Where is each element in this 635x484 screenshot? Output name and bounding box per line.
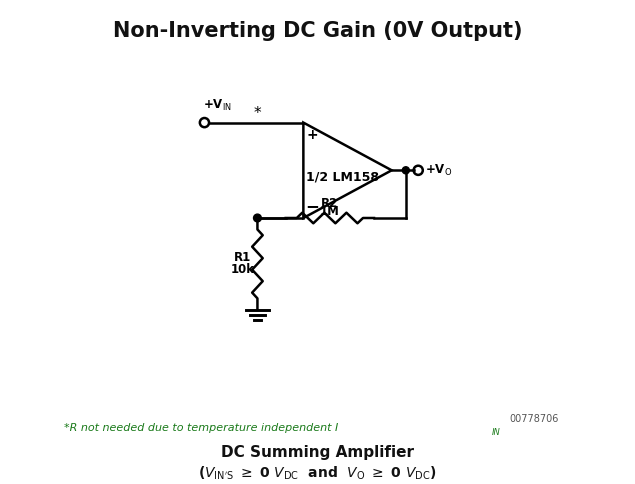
Text: +V$_{\mathsf{IN}}$: +V$_{\mathsf{IN}}$: [203, 98, 231, 113]
Text: *: *: [253, 106, 261, 121]
Text: R2: R2: [321, 197, 338, 210]
Text: +V$_{\mathsf{O}}$: +V$_{\mathsf{O}}$: [425, 163, 453, 178]
Text: IN: IN: [492, 428, 501, 437]
Text: 1M: 1M: [320, 206, 340, 218]
Circle shape: [403, 167, 410, 174]
Text: ($V_{\mathsf{IN'S}}$ $\geq$ 0 $V_{\mathsf{DC}}$  and  $V_\mathsf{O}$ $\geq$ 0 $V: ($V_{\mathsf{IN'S}}$ $\geq$ 0 $V_{\maths…: [198, 465, 437, 482]
Text: +: +: [307, 128, 318, 142]
Text: −: −: [305, 197, 319, 214]
Text: Non-Inverting DC Gain (0V Output): Non-Inverting DC Gain (0V Output): [113, 21, 522, 42]
Circle shape: [253, 214, 262, 222]
Text: DC Summing Amplifier: DC Summing Amplifier: [221, 445, 414, 460]
Text: 00778706: 00778706: [509, 414, 559, 424]
Text: *R not needed due to temperature independent I: *R not needed due to temperature indepen…: [64, 424, 338, 433]
Text: R1: R1: [234, 251, 251, 264]
Text: 10k: 10k: [231, 263, 255, 276]
Text: 1/2 LM158: 1/2 LM158: [305, 171, 378, 184]
